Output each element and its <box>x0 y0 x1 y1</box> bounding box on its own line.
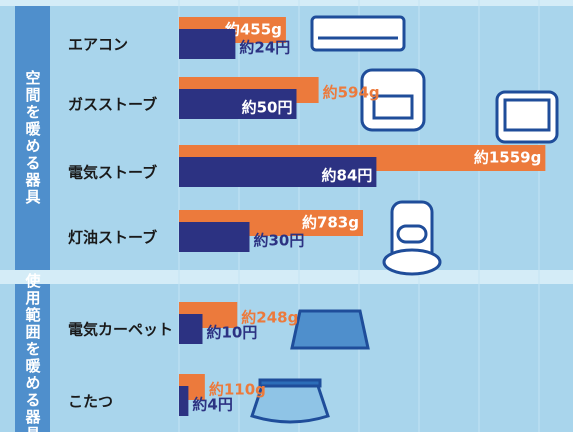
top-stripe <box>0 0 573 6</box>
value-label: 約10円 <box>207 324 258 342</box>
bar <box>179 386 189 416</box>
group-band <box>15 6 50 270</box>
category-label: 灯油ストーブ <box>68 229 157 247</box>
value-label: 約84円 <box>322 167 373 185</box>
group-label: 使用範囲を暖める器具 <box>24 272 42 432</box>
category-label: エアコン <box>68 36 128 54</box>
bar <box>179 157 377 187</box>
value-label: 約455g <box>225 21 282 39</box>
separator <box>0 270 573 284</box>
category-label: ガスストーブ <box>68 96 157 114</box>
category-label: 電気ストーブ <box>68 164 157 182</box>
group-band <box>15 284 50 432</box>
bar <box>179 89 297 119</box>
value-label: 約30円 <box>254 232 305 250</box>
value-label: 約4円 <box>192 396 232 414</box>
value-label: 約783g <box>302 214 359 232</box>
value-label: 約110g <box>209 381 266 399</box>
category-label: 電気カーペット <box>68 321 173 339</box>
bar <box>179 314 203 344</box>
value-label: 約248g <box>241 309 298 327</box>
category-label: こたつ <box>68 393 113 411</box>
bar <box>179 29 236 59</box>
icons <box>250 15 559 424</box>
group-label: 空間を暖める器具 <box>24 69 42 206</box>
bar <box>179 222 250 252</box>
value-label: 約1559g <box>474 149 542 167</box>
value-label: 約24円 <box>239 39 290 57</box>
value-label: 約594g <box>323 84 380 102</box>
value-label: 約50円 <box>242 99 293 117</box>
